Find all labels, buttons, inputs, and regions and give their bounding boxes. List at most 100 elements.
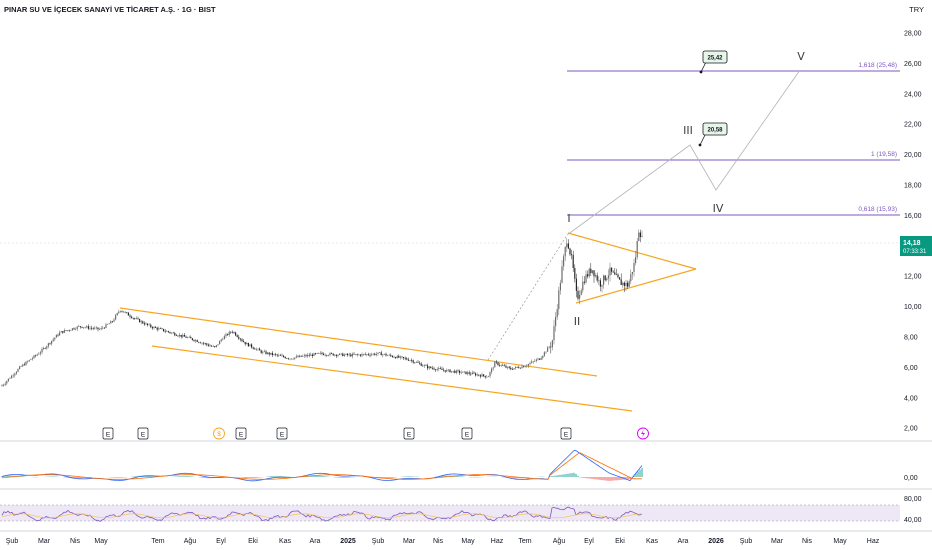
macd-histogram-bar (9, 475, 11, 477)
candle-body (479, 375, 481, 377)
falling-channel[interactable] (119, 307, 633, 412)
candle-body (399, 356, 401, 358)
fib-label-1: 1 (19,58) (871, 151, 897, 158)
candle-body (561, 266, 563, 283)
triangle-upper-line[interactable] (567, 232, 697, 270)
target-tag-20[interactable]: 20,58 (698, 122, 728, 147)
macd-histogram-bar (255, 477, 257, 478)
candle-body (107, 324, 109, 325)
candle-body (423, 365, 425, 366)
channel-lower-line[interactable] (151, 345, 633, 412)
candle-body (332, 353, 334, 356)
price-axis[interactable]: 28,0026,0024,0022,0020,0018,0016,0014,00… (904, 31, 922, 433)
macd-histogram-bar (403, 476, 405, 477)
candle-body (481, 374, 483, 377)
macd-histogram-bar (517, 477, 519, 479)
fib-levels[interactable]: 1,618 (25,48) 1 (19,58) 0,618 (15,93) (567, 62, 900, 216)
candle-body (580, 290, 582, 295)
svg-text:E: E (280, 432, 285, 439)
candle-body (503, 365, 505, 367)
candle-body (537, 358, 539, 360)
candle-body (587, 274, 589, 277)
price-axis-label: 22,00 (904, 122, 922, 129)
candle-body (460, 372, 462, 374)
macd-pane[interactable]: 0,00 (1, 450, 918, 483)
macd-histogram-bar (601, 477, 603, 481)
macd-histogram-bar (51, 476, 53, 477)
candlestick-series[interactable] (1, 229, 643, 387)
candle-body (286, 358, 288, 359)
target-tag-25[interactable]: 25,42 (699, 50, 728, 74)
candle-body (507, 366, 509, 368)
candle-body (516, 366, 518, 368)
candle-body (387, 355, 389, 356)
event-earnings[interactable]: E (560, 427, 572, 440)
time-axis-label: Tem (518, 538, 531, 545)
triangle-pattern[interactable] (567, 232, 697, 304)
macd-histogram-bar (123, 477, 125, 478)
wave-projection-path[interactable] (566, 69, 801, 236)
currency-label[interactable]: TRY (909, 5, 924, 14)
macd-histogram-bar (137, 475, 139, 477)
candle-body (62, 331, 64, 333)
event-earnings[interactable]: E (102, 427, 114, 440)
wave-trend-dashed[interactable] (487, 234, 568, 361)
event-earnings[interactable]: E (461, 427, 473, 440)
candle-body (135, 318, 137, 319)
event-earnings[interactable]: E (137, 427, 149, 440)
flash-icon[interactable] (637, 427, 649, 440)
candle-body (163, 328, 165, 332)
candle-body (523, 366, 525, 368)
candle-body (6, 381, 8, 384)
macd-histogram-bar (317, 475, 319, 477)
candle-body (614, 272, 616, 275)
candle-body (519, 368, 521, 369)
candle-body (494, 361, 496, 368)
candle-body (635, 257, 637, 263)
macd-histogram-bar (313, 475, 315, 477)
rsi-pane[interactable]: 80,00 40,00 (0, 496, 922, 524)
event-dividend[interactable]: $ (213, 427, 225, 440)
event-earnings[interactable]: E (276, 427, 288, 440)
candle-body (47, 343, 49, 347)
candle-body (603, 275, 605, 285)
macd-histogram-bar (337, 477, 339, 478)
time-axis-label: Nis (802, 538, 813, 545)
candle-body (323, 353, 325, 355)
macd-histogram-bar (133, 476, 135, 477)
macd-histogram-bar (181, 476, 183, 477)
event-earnings[interactable]: E (403, 427, 415, 440)
time-axis-label: Şub (372, 538, 385, 545)
candle-body (199, 342, 201, 344)
time-axis[interactable]: Şub Mar Nis May Tem Ağu Eyl Eki Kas Ara 2025 Şub Mar… (6, 538, 880, 545)
candle-body (251, 344, 253, 348)
price-axis-label: 28,00 (904, 31, 922, 38)
candle-body (539, 358, 541, 360)
event-earnings[interactable]: E (235, 427, 247, 440)
candle-body (113, 319, 115, 322)
candle-body (582, 281, 584, 291)
macd-histogram-bar (445, 475, 447, 477)
candle-body (167, 331, 169, 333)
candle-body (420, 363, 422, 366)
candle-body (615, 274, 617, 276)
macd-signal-line (1, 452, 642, 480)
macd-histogram-bar (243, 477, 245, 478)
candle-body (526, 365, 528, 367)
candle-body (569, 248, 571, 255)
macd-histogram-bar (5, 475, 7, 477)
macd-histogram-bar (585, 477, 587, 479)
candle-body (228, 331, 230, 335)
wave-label-iii: III (683, 124, 693, 137)
current-price-tag[interactable]: 14,18 07:33:31 (900, 236, 932, 256)
candle-body (455, 370, 457, 373)
candle-body (527, 364, 529, 366)
candle-body (571, 254, 573, 256)
events-row[interactable]: E E $ E E E E E (102, 427, 649, 440)
triangle-lower-line[interactable] (575, 268, 697, 304)
macd-histogram-bar (79, 477, 81, 479)
candle-body (302, 356, 304, 357)
channel-upper-line[interactable] (119, 307, 598, 377)
macd-histogram-bar (253, 477, 255, 479)
